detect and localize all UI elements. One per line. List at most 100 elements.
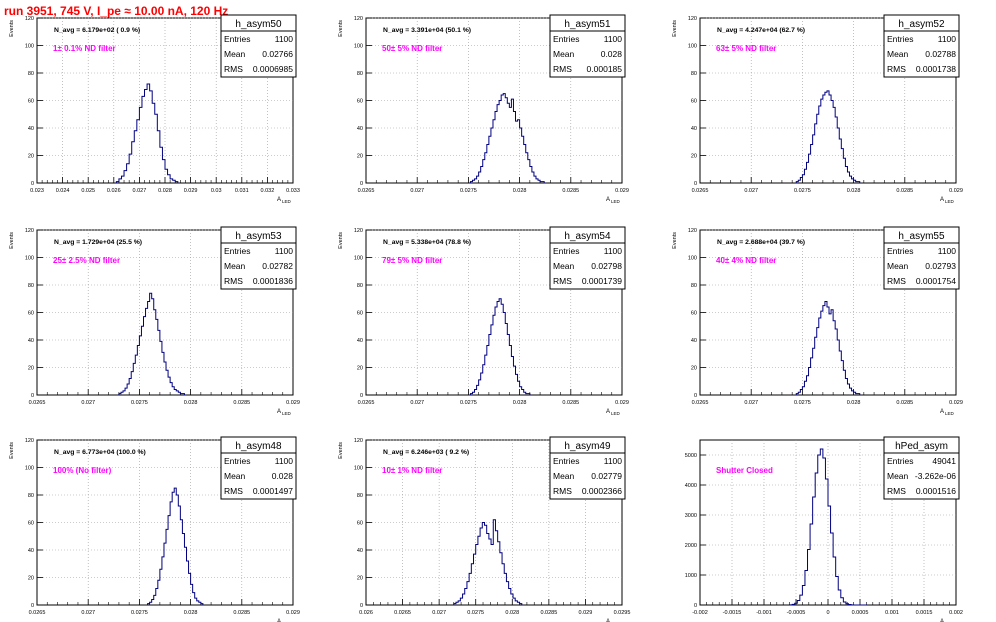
stats-mean-label: Mean <box>553 49 575 59</box>
x-axis-label: ALED <box>277 197 292 204</box>
x-tick-label: 0.0285 <box>896 400 913 406</box>
y-tick-label: 40 <box>691 126 697 132</box>
x-tick-label: 0.029 <box>184 188 198 194</box>
x-tick-label: 0.028 <box>184 400 198 406</box>
x-tick-label: 0.029 <box>949 400 963 406</box>
y-axis-label: Events <box>9 232 15 249</box>
x-tick-label: 0.002 <box>949 610 963 616</box>
histogram-h_asym51: 0.0265 0.027 0.0275 0.028 0.0285 0.029 0 20 40 60… <box>338 14 629 204</box>
x-tick-label: 0.024 <box>56 188 70 194</box>
y-tick-label: 40 <box>357 338 363 344</box>
x-tick-label: 0.027 <box>432 610 446 616</box>
stats-entries-label: Entries <box>553 34 579 44</box>
y-tick-label: 120 <box>354 16 363 22</box>
stats-mean-label: Mean <box>887 49 909 59</box>
x-tick-label: 0.0275 <box>131 400 148 406</box>
y-tick-label: 4000 <box>685 483 697 489</box>
x-tick-label: -0.001 <box>756 610 772 616</box>
filter-annotation: 50± 5% ND filter <box>382 44 442 53</box>
y-tick-label: 20 <box>28 576 34 582</box>
x-tick-label: 0.0015 <box>916 610 933 616</box>
y-axis-label: Events <box>338 232 344 249</box>
x-tick-label: 0.001 <box>885 610 899 616</box>
x-tick-label: -0.0015 <box>723 610 742 616</box>
x-tick-label: 0.0285 <box>233 400 250 406</box>
x-tick-label: 0.023 <box>30 188 44 194</box>
stats-rms-value: 0.0001739 <box>582 276 622 286</box>
y-tick-label: 0 <box>694 181 697 187</box>
x-tick-label: 0.029 <box>615 400 629 406</box>
histogram-line <box>453 519 523 605</box>
y-tick-label: 80 <box>691 283 697 289</box>
y-tick-label: 100 <box>688 44 697 50</box>
x-tick-label: 0.0275 <box>794 188 811 194</box>
histogram-line <box>469 93 545 183</box>
x-tick-label: 0.0295 <box>614 610 631 616</box>
stats-box <box>549 14 626 78</box>
y-tick-label: 20 <box>28 366 34 372</box>
y-tick-label: 5000 <box>685 453 697 459</box>
x-tick-label: 0.029 <box>949 188 963 194</box>
stats-mean-value: 0.02766 <box>262 49 293 59</box>
y-axis-label: Events <box>672 232 678 249</box>
y-tick-label: 80 <box>28 493 34 499</box>
stats-rms-label: RMS <box>553 276 572 286</box>
y-tick-label: 80 <box>691 71 697 77</box>
x-tick-label: -0.002 <box>692 610 708 616</box>
y-tick-label: 60 <box>357 99 363 105</box>
y-tick-label: 100 <box>688 256 697 262</box>
x-tick-label: 0.029 <box>286 610 300 616</box>
stats-mean-label: Mean <box>224 261 246 271</box>
y-tick-label: 120 <box>354 438 363 444</box>
stats-title: h_asym53 <box>235 231 282 242</box>
stats-mean-label: Mean <box>224 471 246 481</box>
y-tick-label: 40 <box>28 126 34 132</box>
x-tick-label: 0.0265 <box>358 400 375 406</box>
x-tick-label: 0.0265 <box>29 610 46 616</box>
y-tick-label: 0 <box>31 181 34 187</box>
x-tick-label: 0.028 <box>505 610 519 616</box>
histogram-h_asym54: 0.0265 0.027 0.0275 0.028 0.0285 0.029 0 20 40 60… <box>338 226 629 416</box>
y-tick-label: 20 <box>357 576 363 582</box>
y-tick-label: 20 <box>28 154 34 160</box>
n-avg-label: N_avg = 2.688e+04 (39.7 %) <box>717 239 805 246</box>
x-axis-label: ALED <box>940 409 955 416</box>
stats-rms-value: 0.0001836 <box>253 276 293 286</box>
stats-entries-label: Entries <box>224 456 250 466</box>
x-axis-label: ALED <box>606 197 621 204</box>
stats-box <box>883 226 960 290</box>
stats-entries-value: 1100 <box>604 456 623 466</box>
stats-rms-value: 0.0001516 <box>916 486 956 496</box>
histogram-line <box>147 487 204 605</box>
run-title: run 3951, 745 V, I_pe ≈ 10.00 nA, 120 Hz <box>4 4 229 18</box>
x-tick-label: 0.027 <box>81 400 95 406</box>
x-tick-label: 0.027 <box>744 400 758 406</box>
stats-rms-label: RMS <box>553 64 572 74</box>
histogram-hPed_asym: -0.002 -0.0015 -0.001 -0.0005 0 0.0005 0.001 0.… <box>685 436 963 622</box>
stats-rms-label: RMS <box>887 276 906 286</box>
filter-annotation: 79± 5% ND filter <box>382 256 442 265</box>
histogram-h_asym53: 0.0265 0.027 0.0275 0.028 0.0285 0.029 0 20 40 60… <box>9 226 300 416</box>
histogram-line <box>795 90 861 183</box>
stats-rms-label: RMS <box>887 64 906 74</box>
stats-rms-value: 0.0006985 <box>253 64 293 74</box>
histogram-line <box>795 301 861 395</box>
stats-box <box>220 436 297 500</box>
histogram-h_asym55: 0.0265 0.027 0.0275 0.028 0.0285 0.029 0 20 40 60… <box>672 226 963 416</box>
stats-mean-value: 0.02779 <box>591 471 622 481</box>
x-tick-label: 0.029 <box>286 400 300 406</box>
stats-entries-label: Entries <box>887 34 913 44</box>
y-tick-label: 0 <box>31 603 34 609</box>
y-axis-label: Events <box>338 442 344 459</box>
y-tick-label: 100 <box>354 466 363 472</box>
x-tick-label: 0.027 <box>744 188 758 194</box>
y-tick-label: 20 <box>691 154 697 160</box>
histogram-line <box>469 298 531 395</box>
x-tick-label: 0.0285 <box>562 400 579 406</box>
n-avg-label: N_avg = 4.247e+04 (62.7 %) <box>717 27 805 34</box>
filter-annotation: 100% (No filter) <box>53 466 112 475</box>
stats-rms-label: RMS <box>224 486 243 496</box>
stats-box <box>549 226 626 290</box>
x-tick-label: 0.03 <box>211 188 222 194</box>
